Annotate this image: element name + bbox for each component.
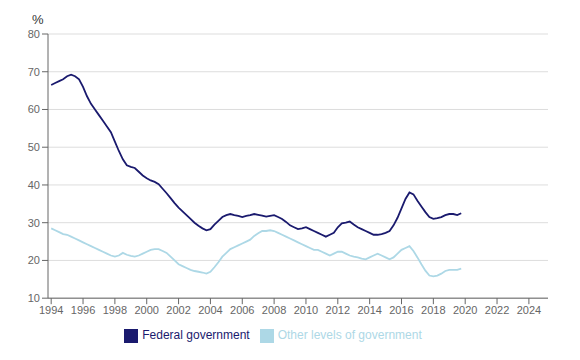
svg-text:2000: 2000: [134, 304, 158, 316]
svg-text:2006: 2006: [230, 304, 254, 316]
svg-text:1994: 1994: [39, 304, 63, 316]
svg-text:2020: 2020: [453, 304, 477, 316]
svg-text:30: 30: [28, 217, 40, 229]
svg-text:10: 10: [28, 292, 40, 304]
svg-text:2018: 2018: [421, 304, 445, 316]
html-text:Other levels of government: Other levels of government: [277, 328, 422, 343]
svg-text:2014: 2014: [357, 304, 381, 316]
svg-text:2012: 2012: [326, 304, 350, 316]
svg-text:80: 80: [28, 28, 40, 40]
svg-text:60: 60: [28, 103, 40, 115]
svg-text:1998: 1998: [103, 304, 127, 316]
svg-text:70: 70: [28, 66, 40, 78]
svg-text:2024: 2024: [517, 304, 541, 316]
svg-text:40: 40: [28, 179, 40, 191]
svg-text:20: 20: [28, 254, 40, 266]
svg-text:2008: 2008: [262, 304, 286, 316]
svg-text:1996: 1996: [71, 304, 95, 316]
svg-text:2016: 2016: [389, 304, 413, 316]
svg-text:2004: 2004: [198, 304, 222, 316]
svg-text:2022: 2022: [485, 304, 509, 316]
html-text:Federal government: Federal government: [142, 328, 250, 343]
svg-text:2010: 2010: [294, 304, 318, 316]
svg-text:50: 50: [28, 141, 40, 153]
svg-text:2002: 2002: [166, 304, 190, 316]
